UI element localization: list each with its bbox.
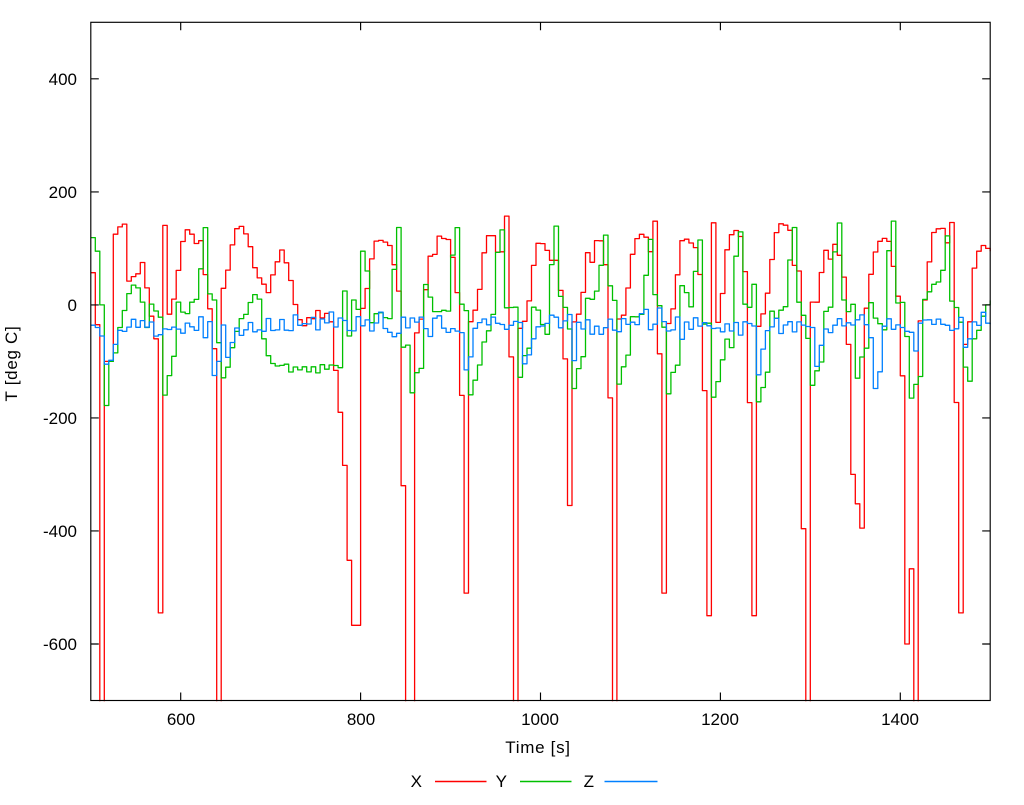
svg-text:600: 600 [167,710,195,729]
svg-text:Z: Z [584,772,594,791]
svg-text:1200: 1200 [701,710,739,729]
svg-text:200: 200 [49,183,77,202]
svg-text:1000: 1000 [521,710,559,729]
svg-text:-200: -200 [43,409,77,428]
svg-text:800: 800 [347,710,375,729]
svg-text:Time [s]: Time [s] [505,738,570,757]
svg-text:400: 400 [49,70,77,89]
svg-text:1400: 1400 [881,710,919,729]
svg-text:0: 0 [68,296,77,315]
svg-text:T [deg C]: T [deg C] [2,326,21,402]
svg-text:-600: -600 [43,635,77,654]
svg-text:Y: Y [496,772,507,791]
svg-text:-400: -400 [43,522,77,541]
svg-text:X: X [411,772,422,791]
